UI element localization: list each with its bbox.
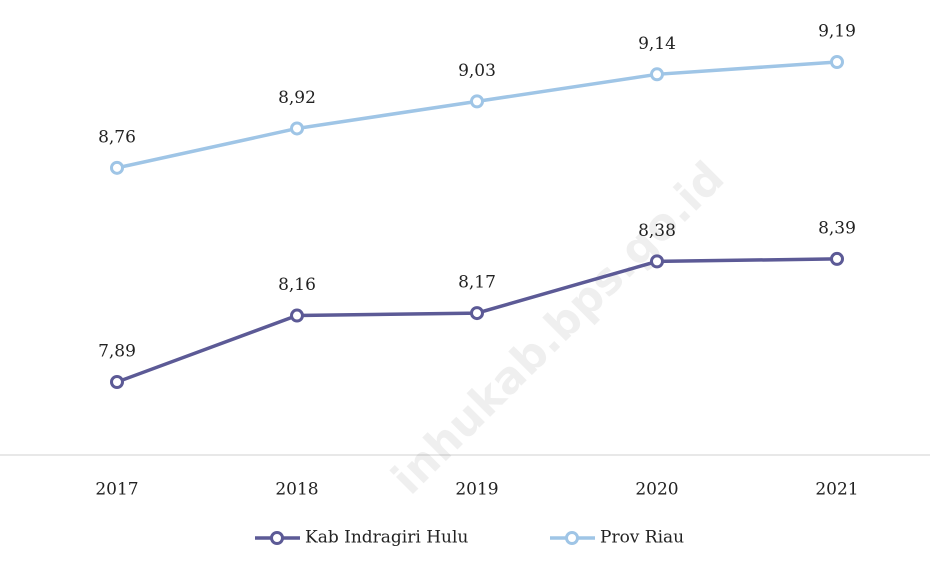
data-point bbox=[830, 55, 844, 69]
legend-label: Kab Indragiri Hulu bbox=[305, 528, 468, 548]
data-label: 8,76 bbox=[98, 127, 136, 147]
data-label: 8,39 bbox=[818, 218, 856, 238]
data-point bbox=[650, 67, 664, 82]
data-label: 7,89 bbox=[98, 342, 136, 362]
legend-marker bbox=[565, 531, 579, 545]
data-label: 8,38 bbox=[638, 221, 676, 241]
data-label: 9,14 bbox=[638, 34, 676, 54]
x-tick-label: 2021 bbox=[815, 480, 858, 500]
legend-label: Prov Riau bbox=[600, 528, 684, 548]
x-tick-label: 2019 bbox=[455, 480, 498, 500]
data-point bbox=[650, 254, 664, 269]
data-label: 9,03 bbox=[458, 61, 496, 81]
data-label: 9,19 bbox=[818, 22, 856, 42]
data-point bbox=[110, 160, 124, 175]
data-point bbox=[470, 306, 484, 321]
data-label: 8,92 bbox=[278, 88, 316, 108]
legend-marker bbox=[270, 531, 284, 545]
data-label: 8,17 bbox=[458, 273, 496, 293]
data-point bbox=[290, 121, 304, 136]
x-tick-label: 2017 bbox=[95, 480, 138, 500]
data-point bbox=[110, 375, 124, 389]
x-tick-label: 2018 bbox=[275, 480, 318, 500]
x-tick-label: 2020 bbox=[635, 480, 678, 500]
data-point bbox=[290, 308, 304, 323]
data-point bbox=[470, 94, 484, 109]
data-label: 8,16 bbox=[278, 275, 316, 295]
data-point bbox=[830, 251, 844, 266]
